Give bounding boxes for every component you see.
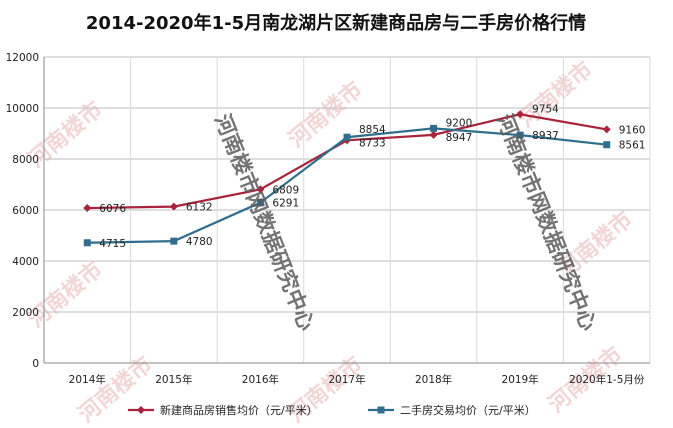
data-label: 8733 — [359, 137, 386, 149]
data-point — [170, 237, 178, 245]
data-point — [169, 202, 178, 211]
data-label: 6076 — [99, 203, 126, 215]
data-point — [516, 110, 525, 119]
legend-marker-1 — [377, 406, 385, 414]
data-label: 4715 — [99, 238, 126, 250]
x-tick-label: 2019年 — [502, 373, 539, 386]
x-tick-label: 2020年1-5月份 — [569, 373, 645, 386]
y-tick-label: 10000 — [6, 103, 39, 115]
legend-marker-0 — [137, 406, 145, 414]
x-tick-label: 2014年 — [69, 373, 106, 386]
axes: 2014年 2015年 2016年 2017年 2018年 2019年 2020年1-5月份 — [43, 57, 650, 386]
x-tick-label: 2016年 — [242, 373, 279, 386]
data-point — [343, 133, 351, 141]
data-label: 8561 — [619, 140, 646, 152]
legend-label-0: 新建商品房销售均价（元/平米） — [160, 403, 318, 417]
y-tick-label: 6000 — [12, 205, 39, 217]
data-label: 6291 — [272, 198, 299, 210]
legend: 新建商品房销售均价（元/平米） 二手房交易均价（元/平米） — [128, 403, 536, 417]
data-point — [256, 185, 265, 194]
data-point — [429, 130, 438, 139]
watermark-foreground: 河南楼市网数据研究中心 河南楼市网数据研究中心 — [210, 111, 601, 334]
data-label: 9754 — [532, 103, 559, 115]
data-label: 6809 — [272, 184, 299, 196]
data-label: 8937 — [532, 130, 559, 142]
watermark-tile-3: 河南楼市 — [283, 76, 367, 152]
data-point — [83, 204, 92, 213]
data-label: 9200 — [446, 117, 473, 129]
x-tick-label: 2018年 — [415, 373, 452, 386]
data-point — [516, 131, 524, 139]
x-tick-label: 2017年 — [328, 373, 365, 386]
y-tick-label: 2000 — [12, 307, 39, 319]
data-point — [256, 199, 264, 207]
data-label: 8947 — [446, 132, 473, 144]
data-label: 8854 — [359, 124, 386, 136]
x-tick-label: 2015年 — [155, 373, 192, 386]
y-tick-label: 8000 — [12, 154, 39, 166]
data-label: 9160 — [619, 124, 646, 136]
y-tick-label: 4000 — [12, 256, 39, 268]
y-tick-label: 0 — [32, 358, 39, 370]
legend-label-1: 二手房交易均价（元/平米） — [400, 403, 536, 417]
data-label: 4780 — [186, 236, 213, 248]
data-labels: 6076 6132 6809 8733 8947 9754 9160 4715 4780 6291… — [99, 103, 645, 249]
chart-title: 2014-2020年1-5月南龙湖片区新建商品房与二手房价格行情 — [86, 12, 586, 34]
watermark-diagonal-1: 河南楼市网数据研究中心 — [492, 111, 601, 334]
series-layer — [83, 110, 611, 247]
data-label: 6132 — [186, 202, 213, 214]
data-point — [430, 124, 438, 132]
data-point — [603, 141, 611, 149]
data-point — [83, 239, 91, 247]
data-point — [602, 125, 611, 134]
y-tick-label: 12000 — [6, 52, 39, 64]
